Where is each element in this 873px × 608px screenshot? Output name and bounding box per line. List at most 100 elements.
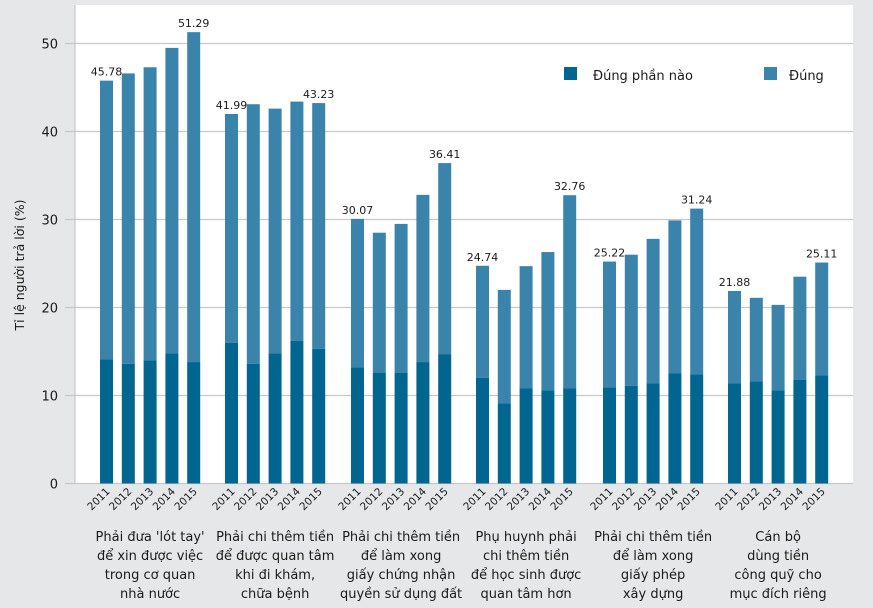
y-tick-label: 50: [41, 38, 58, 53]
data-label: 41.99: [216, 99, 248, 112]
bar-group: [603, 208, 704, 484]
bar-segment-true: [728, 290, 741, 384]
x-tick-label: 2011: [461, 486, 488, 513]
x-tick-label: 2015: [548, 486, 575, 513]
y-tick-label: 20: [41, 302, 58, 317]
bar-segment-partly-true: [187, 362, 201, 484]
bar-segment-true: [603, 261, 616, 388]
plot-area: [75, 5, 853, 484]
bar-segment-partly-true: [165, 353, 179, 484]
y-tick-label: 0: [50, 478, 58, 493]
category-label: Phải chi thêm tiền để làm xong giấy phép xâ…: [594, 530, 712, 602]
y-tick-label: 30: [41, 214, 58, 229]
bar-group: [728, 262, 829, 484]
bar-group: [225, 101, 326, 484]
x-tick-label: 2012: [610, 486, 637, 513]
y-tick-label: 40: [41, 126, 58, 141]
bar-segment-true: [563, 195, 577, 389]
x-tick-label: 2013: [254, 486, 281, 513]
bar-segment-partly-true: [416, 362, 430, 484]
bar-segment-true: [100, 80, 113, 360]
x-tick-label: 2014: [276, 485, 304, 513]
x-tick-label: 2013: [632, 486, 659, 513]
category-label: Phải chi thêm tiền để làm xong giấy chứng …: [340, 530, 462, 602]
y-axis: 0 10 20 30 40 50: [41, 5, 76, 493]
data-label: 30.07: [342, 204, 374, 217]
data-label: 32.76: [554, 180, 586, 193]
bar-segment-partly-true: [476, 377, 489, 484]
bar-segment-partly-true: [563, 388, 577, 484]
bar-segment-partly-true: [121, 363, 135, 484]
bar-segment-partly-true: [668, 373, 682, 484]
bar-segment-partly-true: [749, 381, 763, 484]
bar-group: [351, 163, 452, 484]
x-tick-label: 2013: [129, 486, 156, 513]
bar-segment-true: [394, 223, 408, 373]
bar-segment-partly-true: [541, 390, 555, 484]
x-tick-label: 2011: [713, 486, 740, 513]
bar-segment-partly-true: [372, 372, 386, 484]
bar-segment-partly-true: [793, 379, 807, 484]
bar-segment-true: [372, 232, 386, 373]
category-label: Phụ huynh phải chi thêm tiền để học sinh đ…: [471, 530, 581, 602]
bar-segment-partly-true: [394, 372, 408, 484]
bar-segment-partly-true: [771, 390, 785, 484]
bar-segment-partly-true: [225, 342, 238, 484]
legend-swatch-true: [764, 67, 777, 80]
x-tick-label: 2014: [654, 485, 682, 513]
x-tick-label: 2011: [85, 486, 112, 513]
data-label: 31.24: [681, 194, 713, 207]
bar-segment-partly-true: [351, 367, 364, 484]
bar-segment-partly-true: [728, 383, 741, 484]
bar-segment-true: [476, 265, 489, 378]
bar-segment-partly-true: [603, 387, 616, 484]
x-tick-label: 2011: [210, 486, 237, 513]
bar-segment-true: [312, 103, 326, 349]
bar-segment-true: [268, 108, 282, 354]
bar-segment-partly-true: [815, 375, 829, 484]
x-tick-label: 2013: [505, 486, 532, 513]
bar-segment-partly-true: [246, 363, 260, 484]
category-label: Cán bộ dùng tiền công quỹ cho mục đích riên…: [730, 530, 827, 602]
x-tick-label: 2012: [232, 486, 259, 513]
bars: [100, 32, 829, 484]
x-tick-label: 2014: [527, 485, 555, 513]
x-tick-label: 2011: [588, 486, 615, 513]
data-label: 25.11: [806, 248, 838, 261]
bar-segment-true: [246, 104, 260, 364]
bar-segment-true: [225, 113, 238, 343]
legend-swatch-partly-true: [564, 67, 577, 80]
y-axis-title: Tỉ lệ người trả lời (%): [12, 200, 27, 332]
bar-segment-true: [187, 32, 201, 363]
bar-segment-partly-true: [312, 348, 326, 484]
bar-group: [476, 195, 577, 484]
bar-segment-true: [519, 266, 533, 389]
legend-label-partly-true: Đúng phần nào: [593, 69, 693, 84]
x-tick-label: 2013: [380, 486, 407, 513]
bar-segment-true: [351, 218, 364, 368]
bar-segment-true: [771, 304, 785, 391]
bar-segment-partly-true: [268, 353, 282, 484]
legend: Đúng phần nào Đúng: [564, 67, 824, 84]
x-tick-label: 2012: [483, 486, 510, 513]
data-label: 36.41: [429, 148, 461, 161]
bar-segment-true: [690, 208, 704, 375]
x-tick-label: 2014: [779, 485, 807, 513]
bar-segment-partly-true: [690, 374, 704, 484]
x-tick-label: 2012: [735, 486, 762, 513]
x-tick-label: 2015: [297, 486, 324, 513]
bar-segment-partly-true: [438, 354, 452, 484]
x-tick-label: 2012: [107, 486, 134, 513]
bar-segment-true: [646, 238, 660, 384]
bar-segment-true: [749, 297, 763, 382]
bar-segment-partly-true: [519, 388, 533, 484]
data-label: 25.22: [594, 247, 626, 260]
bar-segment-true: [668, 220, 682, 374]
y-tick-label: 10: [41, 390, 58, 405]
bar-segment-true: [121, 73, 135, 364]
x-tick-label: 2012: [358, 486, 385, 513]
x-tick-label: 2014: [402, 485, 430, 513]
bar-segment-true: [290, 101, 304, 341]
